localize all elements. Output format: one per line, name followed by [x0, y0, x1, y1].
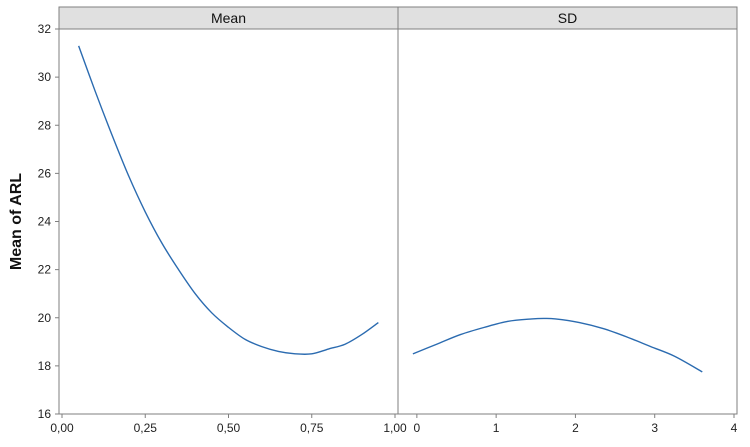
- x-tick-label: 0,50: [217, 421, 241, 435]
- y-tick-label: 26: [38, 166, 52, 180]
- x-tick-label: 0: [414, 421, 421, 435]
- panel-frame-mean: [58, 28, 399, 415]
- x-tick-label: 0,25: [134, 421, 158, 435]
- y-tick-label: 24: [38, 215, 52, 229]
- y-tick-label: 18: [38, 359, 52, 373]
- x-tick-label: 1,00: [383, 421, 407, 435]
- series-line-sd: [412, 317, 703, 373]
- y-axis-title: Mean of ARL: [8, 173, 25, 270]
- x-tick-label: 1: [493, 421, 500, 435]
- panel-title-mean: Mean: [211, 10, 246, 26]
- x-tick-label: 3: [651, 421, 658, 435]
- x-tick-label: 0,00: [50, 421, 74, 435]
- x-tick-label: 2: [572, 421, 579, 435]
- x-tick-label: 4: [731, 421, 738, 435]
- series-line-mean: [77, 45, 379, 356]
- y-tick-label: 30: [38, 70, 52, 84]
- y-tick-label: 22: [38, 263, 52, 277]
- panel-frame-sd: [397, 28, 738, 415]
- panel-title-sd: SD: [558, 10, 577, 26]
- y-tick-label: 16: [38, 407, 52, 421]
- y-tick-label: 32: [38, 22, 52, 36]
- y-tick-label: 20: [38, 311, 52, 325]
- y-tick-label: 28: [38, 118, 52, 132]
- x-tick-label: 0,75: [300, 421, 324, 435]
